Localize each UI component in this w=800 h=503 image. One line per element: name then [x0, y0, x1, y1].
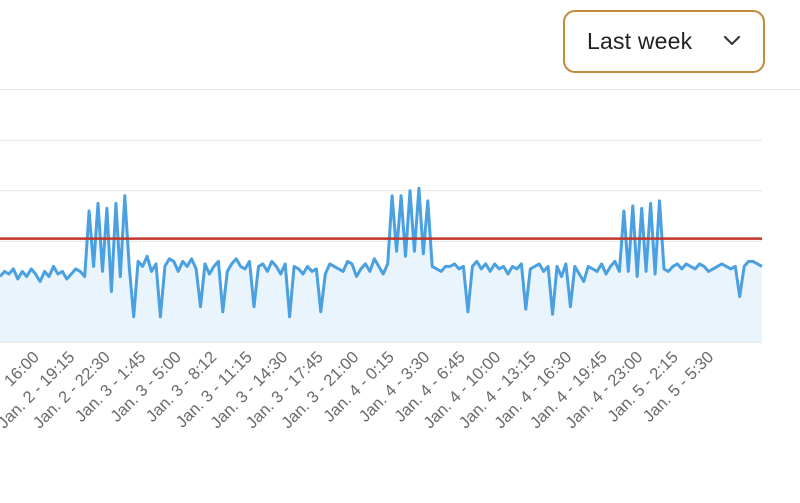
time-range-select[interactable]: Last week [563, 10, 765, 73]
time-range-label: Last week [587, 28, 693, 54]
series-line [0, 186, 763, 319]
chevron-down-icon [724, 35, 740, 45]
chart-toolbar: Last week [0, 0, 800, 90]
